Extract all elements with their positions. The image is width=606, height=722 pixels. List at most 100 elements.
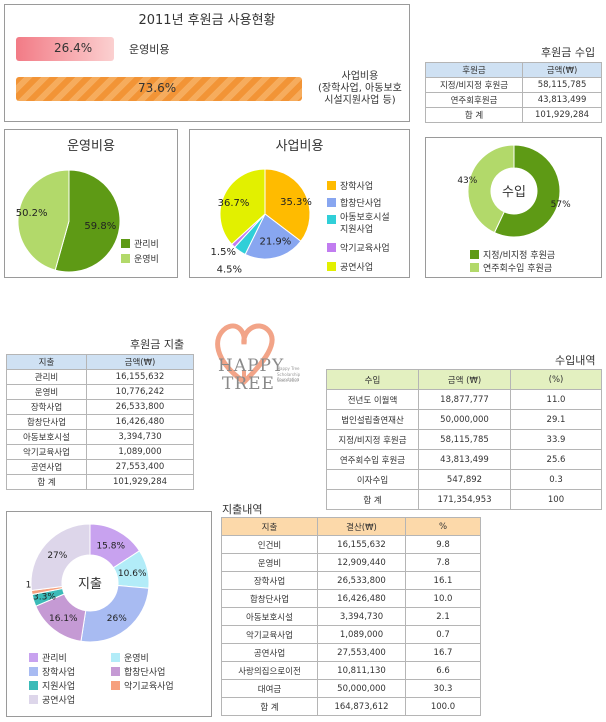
table-row: 합 계 101,929,284	[6, 474, 194, 490]
slice-value-label: 21.9%	[260, 237, 292, 248]
expense-donut-panel: 15.8%10.6%26%16.1%3.3%1.1%27%지출 관리비 운영비 …	[6, 511, 212, 717]
logo-line1: HAPPY	[218, 356, 285, 376]
table-row: 운영비 10,776,242	[6, 384, 194, 400]
legend-swatch	[121, 254, 130, 263]
legend-label: 연주회수입 후원금	[483, 264, 553, 274]
cell: 16,155,632	[317, 535, 406, 554]
donation-income-title: 후원금 수입	[541, 46, 596, 59]
slice-value-label: 16.1%	[49, 614, 78, 624]
table-row: 인건비 16,155,632 9.8	[221, 535, 481, 554]
cell: 10,776,242	[86, 384, 194, 400]
legend-label: 공연사업	[340, 263, 374, 273]
pie-slice-2	[17, 169, 70, 271]
business-title: 사업비용	[275, 139, 324, 154]
legend-swatch	[29, 681, 38, 690]
cell: 27,553,400	[86, 459, 194, 475]
legend-item: 지정/비지정 후원금	[470, 248, 555, 261]
legend-swatch	[29, 695, 38, 704]
cell: 101,929,284	[522, 107, 602, 123]
cell: 16.1	[405, 571, 481, 590]
legend-label: 합창단사업	[124, 668, 166, 678]
legend-item: 악기교육사업	[327, 240, 390, 255]
cell: 3,394,730	[317, 607, 406, 626]
table-row: 전년도 이월액 18,877,777 11.0	[326, 389, 602, 410]
cell: 10,811,130	[317, 661, 406, 680]
cell: 0.3	[510, 469, 602, 490]
table-row: 합 계 171,354,953 100	[326, 489, 602, 510]
operating-panel: 운영비용 59.8% 50.2% 관리비 운영비	[4, 129, 178, 278]
table-row: 합 계 164,873,612 100.0	[221, 697, 481, 716]
table-row: 공연사업 27,553,400	[6, 459, 194, 475]
col-header: %	[405, 517, 481, 536]
operating-title: 운영비용	[67, 139, 115, 154]
expense-donut: 15.8%10.6%26%16.1%3.3%1.1%27%지출	[26, 523, 150, 643]
slice-value-label: 1.5%	[211, 247, 236, 258]
legend-item: 운영비	[121, 251, 159, 266]
cell: 25.6	[510, 449, 602, 470]
pie-slice-5	[219, 168, 266, 245]
legend-label: 아동보호시설 지원사업	[340, 213, 390, 235]
legend-label: 합창단사업	[340, 199, 382, 209]
cell: 26,533,800	[317, 571, 406, 590]
table-row: 악기교육사업 1,089,000	[6, 444, 194, 460]
income-donut: 57% 43% 수입	[457, 144, 571, 238]
cell: 공연사업	[221, 643, 318, 662]
legend-item: 연주회수입 후원금	[470, 261, 555, 274]
cell: 합 계	[326, 489, 419, 510]
legend-label: 운영비	[134, 255, 159, 265]
cell: 43,813,499	[522, 92, 602, 108]
cell: 악기교육사업	[221, 625, 318, 644]
cell: 50,000,000	[317, 679, 406, 698]
logo-line2: TREE	[222, 374, 275, 394]
legend-label: 관리비	[42, 654, 67, 664]
legend-label: 악기교육사업	[124, 682, 174, 692]
cell: 연주회후원금	[424, 92, 524, 108]
cell: 2.1	[405, 607, 481, 626]
pie-slice-1	[54, 169, 121, 273]
cell: 운영비	[221, 553, 318, 572]
cell: 장학사업	[6, 399, 87, 415]
cell: 0.7	[405, 625, 481, 644]
table-row: 아동보호시설 3,394,730 2.1	[221, 607, 481, 626]
cell: 합창단사업	[221, 589, 318, 608]
operating-bar-value: 26.4%	[54, 41, 93, 55]
cell: 30.3	[405, 679, 481, 698]
table-row: 법인설립출연재산 50,000,000 29.1	[326, 409, 602, 430]
table-row: 합창단사업 16,426,480 10.0	[221, 589, 481, 608]
col-header: 지출	[6, 354, 87, 370]
slice-value-label: 27%	[47, 551, 67, 561]
cell: 16.7	[405, 643, 481, 662]
slice-value-label: 50.2%	[16, 208, 48, 219]
legend-swatch	[327, 198, 336, 207]
cell: 대여금	[221, 679, 318, 698]
legend-label: 지원사업	[42, 682, 76, 692]
operating-bar-label: 운영비용	[129, 43, 170, 56]
legend-swatch	[327, 243, 336, 252]
table-row: 장학사업 26,533,800	[6, 399, 194, 415]
legend-item: 운영비	[111, 650, 149, 665]
logo-tagline3: Since 2007	[277, 378, 300, 383]
business-bar: 73.6%	[16, 77, 302, 101]
cell: 공연사업	[6, 459, 87, 475]
legend-swatch	[327, 215, 336, 224]
cell: 3,394,730	[86, 429, 194, 445]
income-donut-panel: 57% 43% 수입 지정/비지정 후원금 연주회수입 후원금	[425, 137, 602, 278]
legend-label: 악기교육사업	[340, 244, 390, 254]
legend-swatch	[29, 653, 38, 662]
cell: 27,553,400	[317, 643, 406, 662]
cell: 7.8	[405, 553, 481, 572]
legend-label: 운영비	[124, 654, 149, 664]
cell: 16,426,480	[317, 589, 406, 608]
pie-slice-1	[264, 168, 311, 242]
legend-item: 공연사업	[327, 259, 390, 274]
table-row: 합창단사업 16,426,480	[6, 414, 194, 430]
cell: 이자수입	[326, 469, 419, 490]
legend-swatch	[327, 181, 336, 190]
cell: 164,873,612	[317, 697, 406, 716]
expense-detail-title: 지출내역	[222, 503, 263, 516]
col-header: 금액(₩)	[522, 62, 602, 78]
cell: 관리비	[6, 369, 87, 385]
cell: 33.9	[510, 429, 602, 450]
table-row: 사랑의집으로이전 10,811,130 6.6	[221, 661, 481, 680]
business-pie: 35.3% 21.9% 4.5% 1.5% 36.7%	[211, 168, 312, 276]
